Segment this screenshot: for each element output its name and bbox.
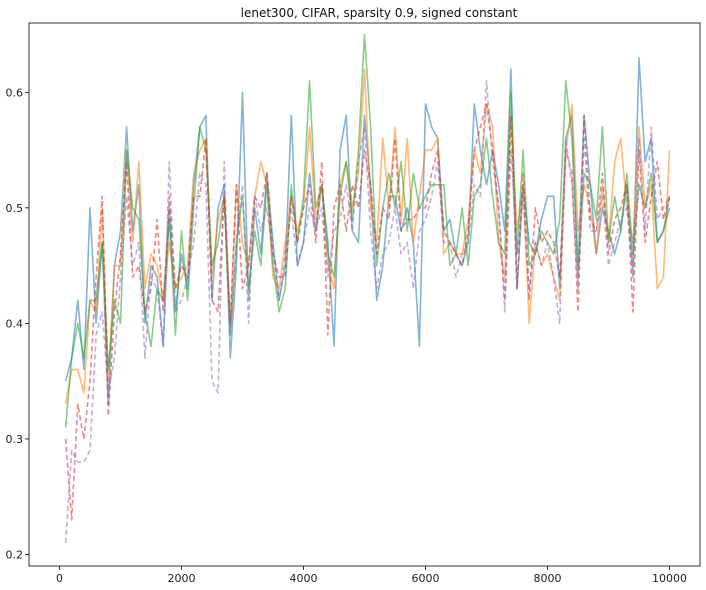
y-tick-label: 0.2 <box>6 548 24 561</box>
chart-title: lenet300, CIFAR, sparsity 0.9, signed co… <box>241 6 518 20</box>
y-tick-label: 0.3 <box>6 433 24 446</box>
series-line-4 <box>64 103 671 521</box>
series-line-1 <box>64 56 671 406</box>
x-tick-label: 8000 <box>534 572 562 585</box>
x-tick-label: 10000 <box>652 572 687 585</box>
y-tick-label: 0.5 <box>6 202 24 215</box>
axes-layer: 0 2000 4000 6000 8000 10000 0.2 0.3 0.4 0.5 0.6 <box>6 22 701 585</box>
x-tick-label: 0 <box>56 572 63 585</box>
x-tick-label: 4000 <box>290 572 318 585</box>
series-line-5 <box>64 79 671 543</box>
plot-frame <box>28 22 701 567</box>
y-tick-label: 0.4 <box>6 317 24 330</box>
y-tick-label: 0.6 <box>6 86 24 99</box>
series-layer <box>64 33 671 543</box>
x-tick-label: 6000 <box>412 572 440 585</box>
x-tick-label: 2000 <box>168 572 196 585</box>
